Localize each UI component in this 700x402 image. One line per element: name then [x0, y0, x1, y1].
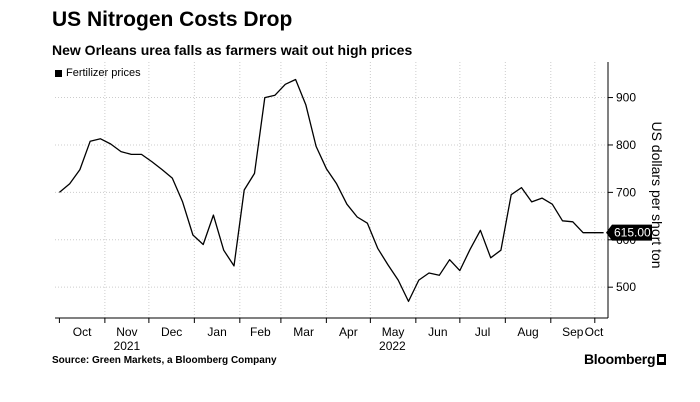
x-tick-label: May: [382, 325, 405, 339]
x-tick-label: Mar: [293, 325, 314, 339]
x-tick-label: Dec: [161, 325, 182, 339]
source-note: Source: Green Markets, a Bloomberg Compa…: [52, 355, 277, 366]
y-tick-label: 900: [616, 91, 636, 105]
x-tick-label: Aug: [517, 325, 538, 339]
x-tick-label: Jun: [428, 325, 447, 339]
legend-swatch: [55, 69, 62, 77]
legend-label: Fertilizer prices: [66, 67, 141, 79]
chart-title: US Nitrogen Costs Drop: [52, 8, 293, 31]
y-axis-title: US dollars per short ton: [649, 121, 665, 268]
series-line-fertilizer-prices: [58, 78, 604, 303]
x-tick-label: Sep: [562, 325, 584, 339]
y-tick-label: 800: [616, 138, 636, 152]
x-tick-label: Feb: [250, 325, 271, 339]
y-tick-label: 500: [616, 280, 636, 294]
legend: Fertilizer prices: [55, 67, 141, 79]
x-tick-label: Oct: [585, 325, 604, 339]
brand-text: Bloomberg: [584, 351, 656, 367]
y-tick-label: 700: [616, 185, 636, 199]
chart-subtitle: New Orleans urea falls as farmers wait o…: [52, 42, 413, 58]
last-value-text: 615.00: [614, 226, 651, 240]
bloomberg-square-icon: [657, 353, 667, 365]
x-tick-label: Jan: [207, 325, 226, 339]
x-tick-label: Oct: [73, 325, 92, 339]
x-year-label: 2021: [114, 339, 141, 353]
bloomberg-logo: Bloomberg: [584, 351, 667, 367]
x-tick-label: Nov: [116, 325, 137, 339]
x-year-label: 2022: [379, 339, 406, 353]
last-value-tag: 615.00: [606, 224, 652, 241]
x-tick-label: Apr: [339, 325, 358, 339]
x-tick-label: Jul: [475, 325, 490, 339]
last-value-tag-shape: [606, 224, 652, 241]
